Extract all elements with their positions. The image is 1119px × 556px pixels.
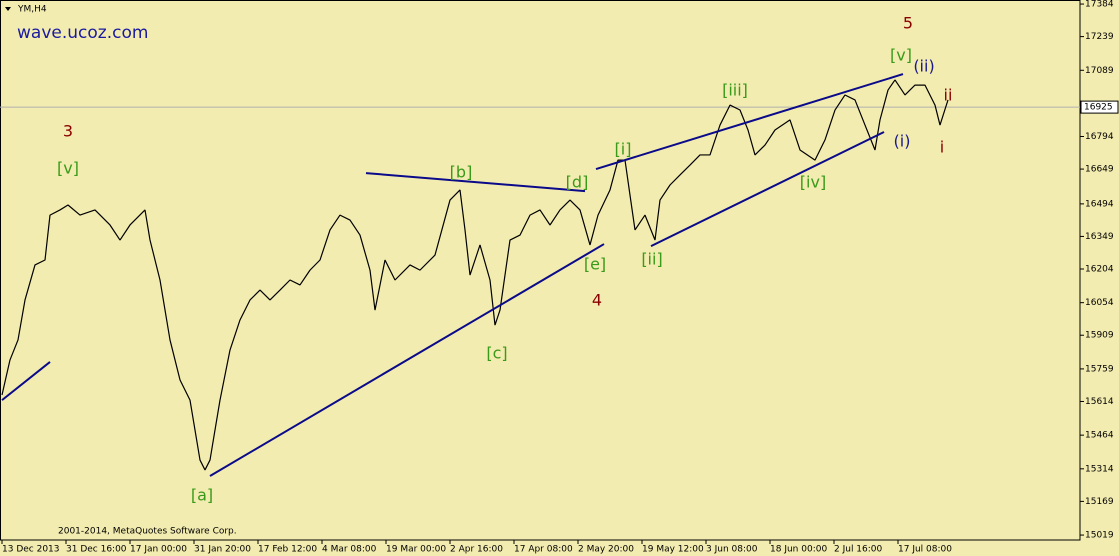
x-tick-label: 17 Jan 00:00 — [130, 545, 187, 555]
x-tick-label: 2 Apr 16:00 — [450, 545, 503, 555]
wave-label: [c] — [486, 344, 507, 363]
copyright: 2001-2014, MetaQuotes Software Corp. — [58, 527, 237, 537]
y-tick-label: 15614 — [1085, 397, 1114, 407]
y-tick-label: 15759 — [1085, 364, 1114, 374]
y-tick-label: 16054 — [1085, 298, 1114, 308]
x-tick-label: 17 Jul 08:00 — [898, 545, 952, 555]
x-tick-label: 17 Feb 12:00 — [258, 545, 317, 555]
y-tick-label: 15169 — [1085, 497, 1114, 507]
wave-label: [v] — [890, 45, 912, 64]
wave-label: (i) — [894, 131, 911, 150]
x-tick-label: 2 Jul 16:00 — [834, 545, 883, 555]
x-tick-label: 13 Dec 2013 — [2, 545, 60, 555]
wave-label: (ii) — [913, 56, 934, 75]
wave-label: [ii] — [641, 250, 662, 269]
y-tick-label: 16794 — [1085, 132, 1114, 142]
x-tick-label: 19 Mar 00:00 — [386, 545, 446, 555]
menu-arrow — [5, 7, 11, 11]
wave-label: 5 — [903, 14, 913, 33]
y-tick-label: 17384 — [1085, 0, 1114, 10]
trendline — [650, 131, 885, 247]
y-tick-label: 15314 — [1085, 464, 1114, 474]
y-tick-label: 17089 — [1085, 66, 1114, 76]
trendline — [209, 243, 605, 477]
y-tick-label: 15019 — [1085, 531, 1114, 541]
price-label: 16925 — [1084, 103, 1113, 113]
wave-label: [iii] — [722, 80, 748, 99]
x-tick-label: 18 Jun 00:00 — [770, 545, 827, 555]
y-tick-label: 15464 — [1085, 431, 1114, 441]
y-tick-label: 16349 — [1085, 232, 1114, 242]
wave-label: [v] — [57, 159, 79, 178]
wave-label: i — [940, 137, 944, 156]
wave-label: 4 — [592, 291, 602, 310]
chart-title: YM,H4 — [17, 5, 47, 15]
x-tick-label: 4 Mar 08:00 — [322, 545, 377, 555]
watermark: wave.ucoz.com — [17, 23, 148, 43]
wave-label: ii — [944, 86, 953, 105]
wave-label: [b] — [450, 163, 473, 182]
x-tick-label: 19 May 12:00 — [642, 545, 704, 555]
y-tick-label: 16204 — [1085, 264, 1114, 274]
trendline — [595, 73, 904, 171]
x-tick-label: 31 Jan 20:00 — [194, 545, 251, 555]
y-tick-label: 16649 — [1085, 165, 1114, 175]
x-tick-label: 3 Jun 08:00 — [706, 545, 758, 555]
wave-label: [i] — [615, 139, 632, 158]
y-tick-label: 16494 — [1085, 199, 1114, 209]
trendline — [365, 172, 586, 193]
wave-label: 3 — [63, 122, 73, 141]
wave-label: [a] — [191, 485, 213, 504]
plot-frame — [0, 0, 1081, 541]
wave-label: [iv] — [800, 172, 826, 191]
price-line-series — [1, 79, 949, 471]
wave-label: [d] — [566, 172, 589, 191]
trendline — [1, 361, 51, 401]
y-tick-label: 15909 — [1085, 331, 1114, 341]
price-label-box — [1080, 100, 1119, 114]
x-tick-label: 31 Dec 16:00 — [66, 545, 127, 555]
x-tick-label: 2 May 20:00 — [578, 545, 634, 555]
x-tick-label: 17 Apr 08:00 — [514, 545, 573, 555]
wave-label: [e] — [584, 254, 606, 273]
y-tick-label: 17239 — [1085, 32, 1114, 42]
